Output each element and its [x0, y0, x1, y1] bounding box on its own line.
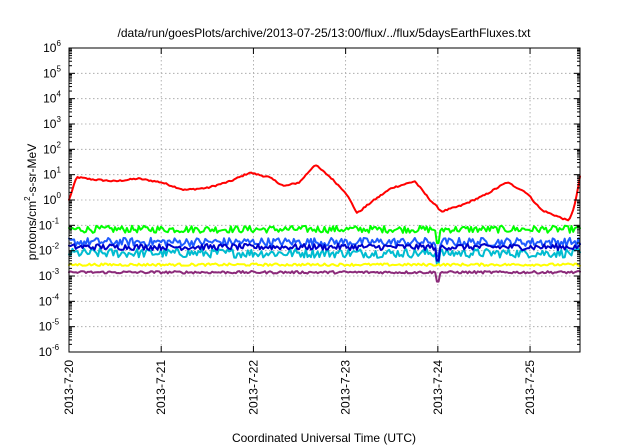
x-tick-label: 2013-7-21	[154, 360, 168, 415]
y-tick-label: 10-3	[39, 267, 60, 283]
y-tick-label: 105	[43, 64, 61, 80]
y-tick-label: 10-4	[39, 292, 60, 308]
x-tick-label: 2013-7-24	[431, 360, 445, 415]
chart-title: /data/run/goesPlots/archive/2013-07-25/1…	[118, 26, 532, 40]
series-line-5	[68, 262, 581, 267]
x-tick-label: 2013-7-23	[339, 360, 353, 415]
y-tick-label: 100	[43, 191, 61, 207]
y-tick-label: 101	[43, 166, 61, 182]
grid	[69, 48, 580, 352]
x-tick-label: 2013-7-22	[246, 360, 260, 415]
x-tick-label: 2013-7-25	[523, 360, 537, 415]
x-tick-label: 2013-7-20	[62, 360, 76, 415]
y-tick-label: 10-2	[39, 242, 60, 258]
series-line-6	[68, 270, 581, 283]
y-tick-label: 102	[43, 140, 61, 156]
y-tick-label: 10-6	[39, 343, 60, 359]
y-axis-label: protons/cm2-s-sr-MeV	[23, 144, 39, 260]
series-line-0	[68, 164, 581, 222]
series-line-4	[68, 242, 581, 262]
x-axis-ticks: 2013-7-20 2013-7-21 2013-7-22 2013-7-23 2013…	[62, 48, 537, 415]
series-line-3	[68, 236, 581, 258]
y-axis-ticks: 10-6 10-5 10-4 10-3 10-2 10-1 100 101 102 103 104 1…	[39, 39, 580, 359]
y-tick-label: 103	[43, 115, 61, 131]
y-tick-label: 106	[43, 39, 61, 55]
y-tick-label: 104	[43, 90, 61, 106]
y-tick-label: 10-1	[39, 216, 60, 232]
x-axis-label: Coordinated Universal Time (UTC)	[232, 431, 416, 445]
series-line-2	[68, 247, 581, 265]
data-series	[68, 164, 581, 283]
y-tick-label: 10-5	[39, 318, 60, 334]
series-line-1	[68, 224, 581, 244]
